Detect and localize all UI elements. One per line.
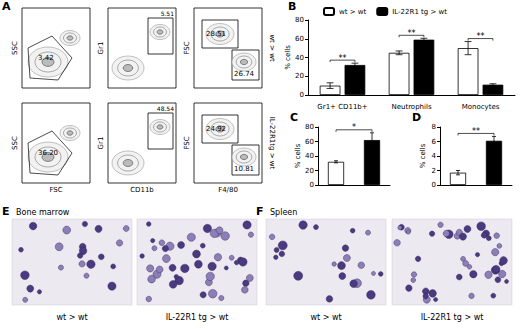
svg-text:% cells: % cells — [419, 143, 427, 168]
svg-text:6: 6 — [432, 138, 437, 146]
svg-text:Bone marrow: Bone marrow — [16, 208, 70, 217]
svg-text:28.51: 28.51 — [206, 30, 226, 38]
svg-text:40: 40 — [295, 54, 304, 62]
svg-text:8: 8 — [432, 123, 436, 131]
svg-text:36.20: 36.20 — [38, 149, 58, 157]
svg-text:20: 20 — [305, 167, 314, 175]
svg-text:10.81: 10.81 — [234, 165, 254, 173]
svg-text:0: 0 — [310, 181, 314, 189]
svg-text:60: 60 — [305, 138, 314, 146]
svg-text:0: 0 — [432, 181, 436, 189]
svg-text:E: E — [2, 205, 10, 218]
svg-text:2: 2 — [432, 167, 436, 175]
svg-text:D: D — [412, 111, 421, 124]
svg-text:FSC: FSC — [49, 186, 62, 194]
svg-text:20: 20 — [295, 72, 304, 80]
svg-text:0: 0 — [300, 91, 304, 99]
svg-text:5.51: 5.51 — [161, 10, 175, 17]
svg-text:Neutrophils: Neutrophils — [391, 103, 432, 111]
svg-text:24.92: 24.92 — [206, 125, 226, 133]
svg-text:SSC: SSC — [11, 136, 19, 150]
svg-text:CD11b: CD11b — [130, 186, 154, 194]
svg-text:Gr1: Gr1 — [97, 137, 105, 150]
svg-text:IL-22R1 tg > wt: IL-22R1 tg > wt — [392, 8, 447, 16]
svg-text:4: 4 — [432, 152, 437, 160]
svg-text:**: ** — [477, 32, 485, 41]
svg-text:Monocytes: Monocytes — [462, 103, 500, 111]
svg-text:FSC: FSC — [183, 136, 191, 149]
svg-text:% cells: % cells — [284, 45, 292, 70]
svg-text:IL-22R1 tg > wt: IL-22R1 tg > wt — [421, 313, 484, 322]
svg-text:**: ** — [339, 54, 347, 63]
svg-text:3.42: 3.42 — [38, 54, 54, 62]
svg-text:wt > wt: wt > wt — [339, 8, 367, 16]
svg-text:60: 60 — [295, 35, 304, 43]
svg-text:F4/80: F4/80 — [218, 186, 238, 194]
svg-text:40: 40 — [305, 152, 314, 160]
svg-text:*: * — [352, 123, 356, 132]
svg-text:% cells: % cells — [294, 143, 302, 168]
svg-text:Gr1: Gr1 — [97, 42, 105, 55]
svg-text:IL-22R1 tg > wt: IL-22R1 tg > wt — [166, 313, 229, 322]
svg-text:C: C — [290, 111, 298, 124]
svg-text:wt > wt: wt > wt — [310, 313, 341, 322]
svg-text:26.74: 26.74 — [234, 70, 255, 78]
svg-text:wt > wt: wt > wt — [56, 313, 87, 322]
svg-text:**: ** — [408, 29, 416, 38]
svg-text:SSC: SSC — [11, 41, 19, 55]
svg-text:Gr1+ CD11b+: Gr1+ CD11b+ — [317, 103, 367, 111]
svg-text:A: A — [2, 0, 11, 13]
svg-text:48.54: 48.54 — [157, 105, 174, 112]
svg-text:FSC: FSC — [183, 41, 191, 54]
svg-text:80: 80 — [295, 16, 304, 24]
svg-text:F: F — [256, 205, 264, 218]
svg-text:**: ** — [472, 127, 480, 136]
svg-text:B: B — [288, 0, 296, 13]
svg-text:wt > wt: wt > wt — [268, 34, 276, 62]
svg-text:80: 80 — [305, 123, 314, 131]
svg-text:Spleen: Spleen — [270, 208, 297, 217]
svg-text:IL-22R1tg > wt: IL-22R1tg > wt — [268, 117, 276, 170]
